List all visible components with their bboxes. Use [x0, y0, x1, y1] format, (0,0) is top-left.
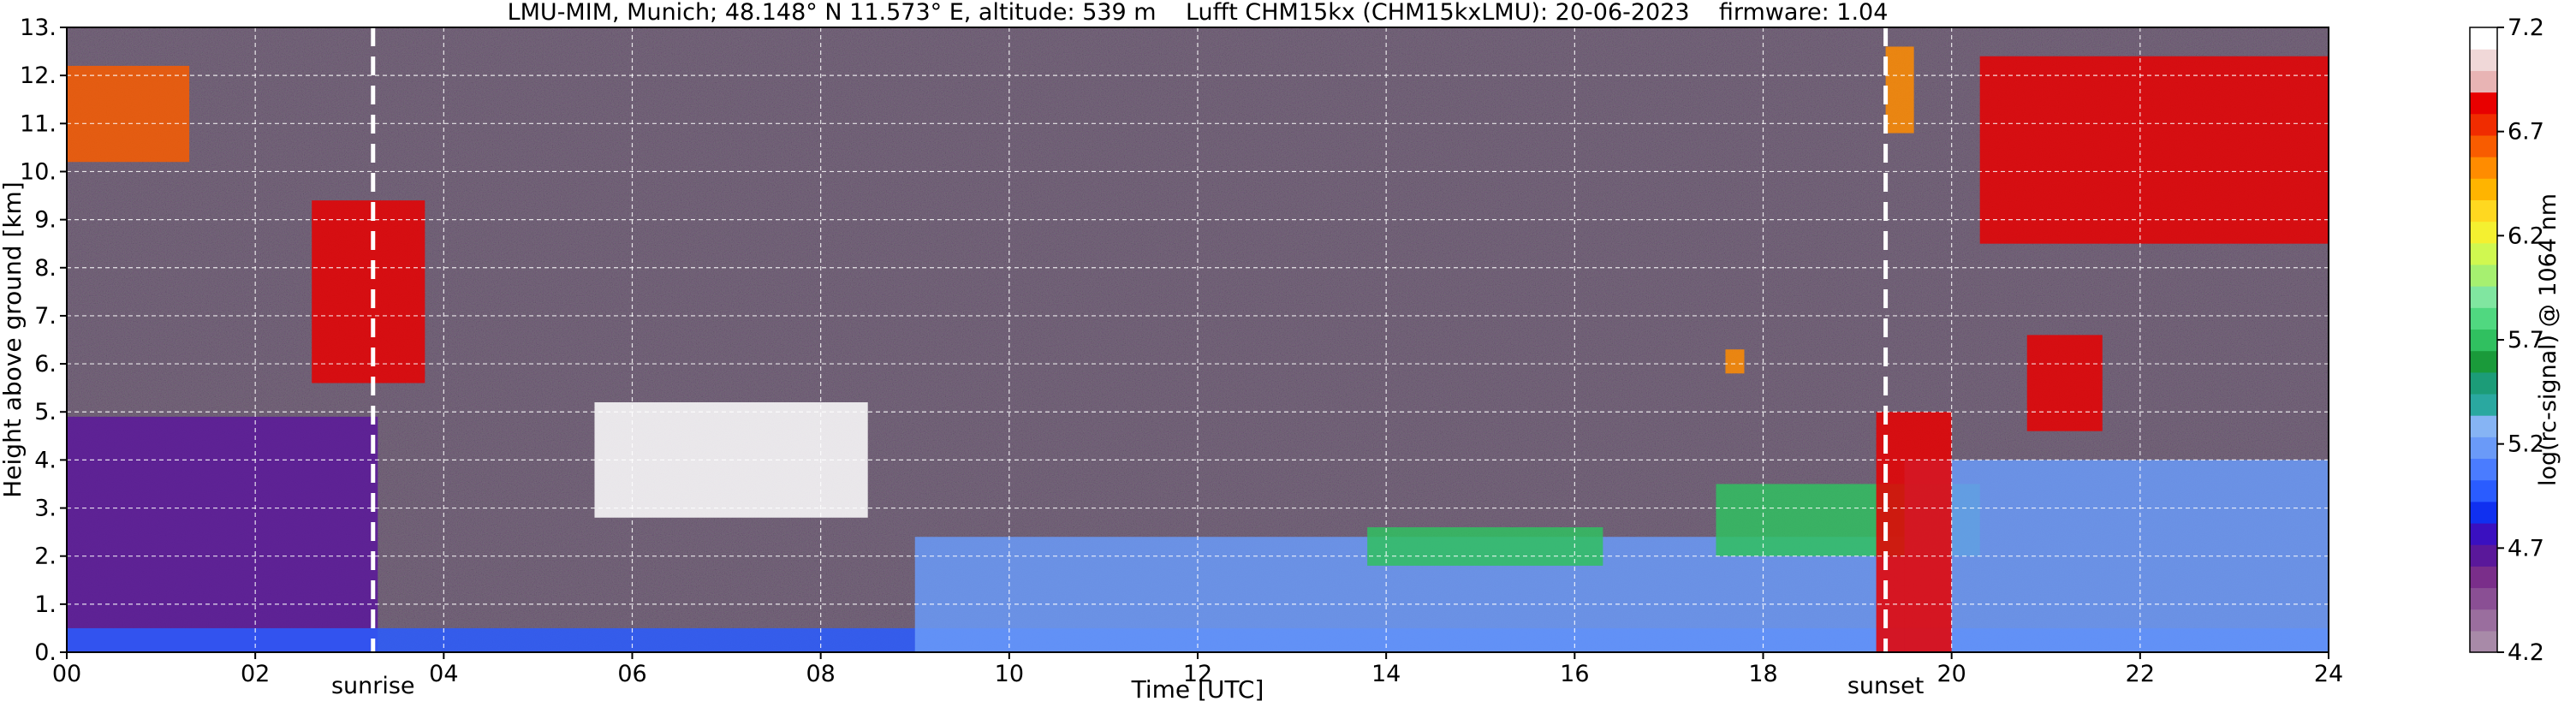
colorbar-swatch	[2470, 350, 2497, 373]
feature-13	[1876, 412, 1952, 652]
colorbar-tick-label: 4.7	[2508, 535, 2544, 561]
chart-title: LMU-MIM, Munich; 48.148° N 11.573° E, al…	[508, 0, 1889, 26]
x-tick-label: 18	[1748, 661, 1777, 687]
colorbar-swatch	[2470, 113, 2497, 136]
y-tick-label: 0.	[34, 639, 57, 666]
x-tick-label: 00	[52, 661, 81, 687]
colorbar-tick-label: 5.2	[2508, 431, 2544, 458]
colorbar-swatch	[2470, 157, 2497, 179]
colorbar-swatch	[2470, 264, 2497, 287]
colorbar-swatch	[2470, 70, 2497, 93]
feature-3	[1367, 527, 1603, 566]
colorbar-swatch	[2470, 479, 2497, 502]
y-tick-label: 8.	[34, 255, 57, 282]
y-axis-ticks: 0. 1. 2. 3. 4. 5. 6. 7. 8. 9. 10. 11. 12. 13.	[20, 15, 67, 666]
colorbar-swatch	[2470, 221, 2497, 244]
colorbar-swatch	[2470, 393, 2497, 416]
y-tick-label: 1.	[34, 591, 57, 618]
colorbar-swatch	[2470, 178, 2497, 200]
colorbar-swatch	[2470, 609, 2497, 632]
y-tick-label: 7.	[34, 303, 57, 330]
y-tick-label: 11.	[20, 110, 57, 137]
y-tick-label: 10.	[20, 158, 57, 185]
y-tick-label: 2.	[34, 544, 57, 570]
colorbar-swatch	[2470, 27, 2497, 50]
x-tick-label: 22	[2126, 661, 2155, 687]
colorbar-swatch	[2470, 415, 2497, 437]
x-tick-label: 10	[995, 661, 1024, 687]
colorbar-swatch	[2470, 199, 2497, 223]
colorbar-swatch	[2470, 587, 2497, 610]
colorbar-swatch	[2470, 371, 2497, 395]
colorbar-tick-label: 6.2	[2508, 223, 2544, 249]
x-tick-label: 24	[2314, 661, 2343, 687]
x-tick-label: 08	[806, 661, 835, 687]
colorbar-tick-label: 4.2	[2508, 639, 2544, 666]
marker-labels: sunrise sunset	[331, 673, 1924, 699]
colorbar-swatch	[2470, 242, 2497, 265]
x-tick-label: 20	[1936, 661, 1966, 687]
feature-0	[67, 416, 378, 652]
x-axis-ticks: 00 02 04 06 08 10 12 14 16 18 20 22 24	[52, 652, 2343, 687]
x-tick-label: 16	[1560, 661, 1589, 687]
colorbar-swatch	[2470, 437, 2497, 460]
colorbar-swatch	[2470, 134, 2497, 157]
plot-area	[67, 27, 2329, 652]
colorbar-swatch	[2470, 307, 2497, 330]
y-tick-label: 12.	[20, 62, 57, 89]
colorbar-swatch	[2470, 49, 2497, 71]
colorbar-swatch	[2470, 458, 2497, 481]
y-tick-label: 4.	[34, 447, 57, 473]
y-tick-label: 9.	[34, 207, 57, 234]
y-tick-label: 5.	[34, 399, 57, 425]
feature-8	[1885, 46, 1914, 134]
colorbar	[2469, 27, 2498, 653]
colorbar-swatch	[2470, 286, 2497, 308]
colorbar-swatch	[2470, 566, 2497, 589]
colorbar-tick-label: 5.7	[2508, 327, 2544, 354]
x-tick-label: 02	[241, 661, 270, 687]
grid-layer	[67, 27, 2329, 652]
y-tick-label: 6.	[34, 351, 57, 377]
colorbar-swatch	[2470, 92, 2497, 115]
colorbar-swatch	[2470, 501, 2497, 524]
colorbar-label: log(rc-signal) @ 1064 nm	[2535, 193, 2561, 486]
x-tick-label: 14	[1371, 661, 1401, 687]
feature-11	[1725, 349, 1745, 374]
colorbar-swatch	[2470, 329, 2497, 352]
feature-6	[67, 65, 190, 163]
x-tick-label: 06	[617, 661, 646, 687]
colorbar-tick-label: 6.7	[2508, 119, 2544, 146]
y-axis-label: Height above ground [km]	[0, 181, 27, 498]
colorbar-tick-label: 7.2	[2508, 15, 2544, 41]
y-tick-label: 3.	[34, 496, 57, 522]
colorbar-swatch	[2470, 544, 2497, 567]
colorbar-ticks: 4.2 4.7 5.2 5.7 6.2 6.7 7.2	[2497, 15, 2544, 666]
x-tick-label: 04	[429, 661, 458, 687]
colorbar-swatch	[2470, 630, 2497, 653]
feature-7	[312, 200, 425, 383]
y-tick-label: 13.	[20, 15, 57, 41]
x-axis-label: Time [UTC]	[1131, 675, 1264, 704]
sunset-label: sunset	[1847, 673, 1925, 699]
feature-9	[1979, 56, 2329, 244]
x-tick-label: 12	[1183, 661, 1212, 687]
marker-layer	[371, 27, 1889, 652]
feature-12	[2026, 335, 2103, 431]
colorbar-swatch	[2470, 522, 2497, 545]
sunrise-label: sunrise	[331, 673, 415, 699]
